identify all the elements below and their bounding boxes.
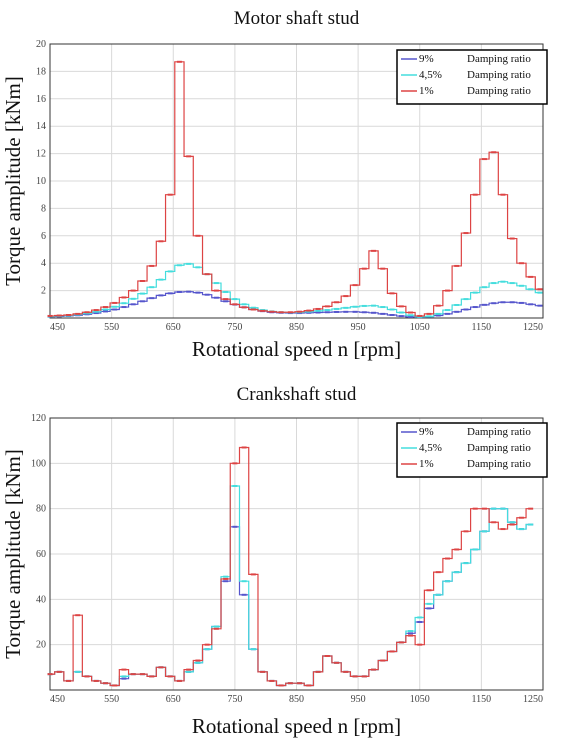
y-axis-label: Torque amplitude [kNm] (1, 449, 25, 659)
y-tick-label: 14 (36, 121, 46, 132)
legend-series-name: 9% (419, 53, 434, 65)
x-tick-label: 550 (104, 322, 119, 333)
y-tick-label: 40 (36, 594, 46, 605)
series-1-group (47, 446, 534, 687)
legend-series-label: Damping ratio (467, 85, 531, 97)
chart-title: Crankshaft stud (237, 384, 357, 405)
legend-series-name: 1% (419, 85, 434, 97)
legend-series-label: Damping ratio (467, 69, 531, 81)
series-line (50, 446, 531, 687)
x-tick-label: 750 (227, 694, 242, 705)
y-tick-label: 100 (31, 458, 46, 469)
y-tick-label: 120 (31, 413, 46, 424)
y-tick-label: 80 (36, 504, 46, 515)
x-tick-label: 850 (289, 322, 304, 333)
y-tick-label: 6 (41, 231, 46, 242)
x-tick-label: 450 (50, 694, 65, 705)
chart-motor-shaft-stud: Motor shaft stud 450 550 650 750 850 950 1050 11… (1, 8, 548, 361)
x-tick-label: 1150 (472, 694, 492, 705)
legend-series-label: Damping ratio (467, 426, 531, 438)
legend-series-label: Damping ratio (467, 458, 531, 470)
x-tick-label: 1250 (523, 694, 543, 705)
plot-frame (49, 417, 544, 691)
y-tick-label: 20 (36, 39, 46, 50)
x-tick-label: 750 (227, 322, 242, 333)
y-tick-label: 12 (36, 149, 46, 160)
x-tick-label: 1050 (410, 322, 430, 333)
y-tick-label: 20 (36, 640, 46, 651)
series-line (50, 61, 540, 317)
y-axis-label: Torque amplitude [kNm] (1, 76, 25, 286)
legend-box (396, 422, 548, 478)
y-tick-label: 8 (41, 203, 46, 214)
legend: 9% Damping ratio 4,5% Damping ratio 1% Dampin… (396, 422, 548, 478)
legend-series-label: Damping ratio (467, 53, 531, 65)
y-tick-label: 16 (36, 94, 46, 105)
x-tick-label: 1050 (410, 694, 430, 705)
x-axis-label: Rotational speed n [rpm] (192, 337, 401, 361)
x-tick-label: 1150 (472, 322, 492, 333)
plot-frame (49, 43, 544, 319)
legend: 9% Damping ratio 4,5% Damping ratio 1% Dampin… (396, 49, 548, 105)
legend-series-name: 9% (419, 426, 434, 438)
x-tick-label: 650 (166, 322, 181, 333)
y-tick-label: 18 (36, 66, 46, 77)
x-tick-label: 450 (50, 322, 65, 333)
chart-title: Motor shaft stud (234, 8, 360, 29)
y-tick-label: 2 (41, 286, 46, 297)
legend-series-name: 4,5% (419, 69, 442, 81)
x-tick-label: 850 (289, 694, 304, 705)
legend-series-name: 4,5% (419, 442, 442, 454)
chart-crankshaft-stud: Crankshaft stud 450 550 650 750 850 950 1050 115… (0, 378, 562, 756)
x-tick-label: 1250 (523, 322, 543, 333)
chart-svg: Motor shaft stud 450 550 650 750 850 950 1050 11… (1, 8, 548, 361)
y-tick-label: 10 (36, 176, 46, 187)
chart-svg: Crankshaft stud 450 550 650 750 850 950 1050 115… (1, 384, 548, 738)
x-tick-label: 950 (351, 694, 366, 705)
legend-box (396, 49, 548, 105)
y-tick-label: 4 (41, 258, 46, 269)
series-1-group (47, 60, 543, 317)
x-axis-label: Rotational speed n [rpm] (192, 714, 401, 738)
legend-series-name: 1% (419, 458, 434, 470)
legend-series-label: Damping ratio (467, 442, 531, 454)
x-tick-label: 950 (351, 322, 366, 333)
y-tick-label: 60 (36, 549, 46, 560)
x-tick-label: 650 (166, 694, 181, 705)
x-tick-label: 550 (104, 694, 119, 705)
